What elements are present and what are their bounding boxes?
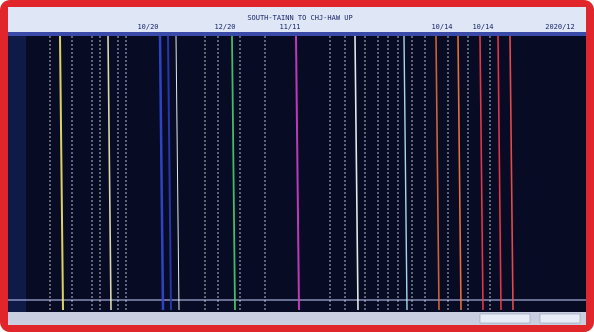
status-box <box>540 314 580 323</box>
header-label: 10/14 <box>431 23 452 31</box>
header-label: 10/14 <box>472 23 493 31</box>
header-border <box>8 32 586 36</box>
header-label: 2020/12 <box>545 23 575 31</box>
page: {"header": {"title": "SOUTH-TAINN TO CHJ… <box>0 0 594 332</box>
header-label: 10/20 <box>137 23 158 31</box>
header-label: 12/20 <box>214 23 235 31</box>
left-margin <box>8 36 26 312</box>
header-label: 11/11 <box>279 23 300 31</box>
screen-photo: SOUTH-TAINN TO CHJ-HAW UP 10/20 12/20 11/1… <box>0 0 594 332</box>
header-title: SOUTH-TAINN TO CHJ-HAW UP <box>247 14 352 22</box>
status-box <box>480 314 530 323</box>
